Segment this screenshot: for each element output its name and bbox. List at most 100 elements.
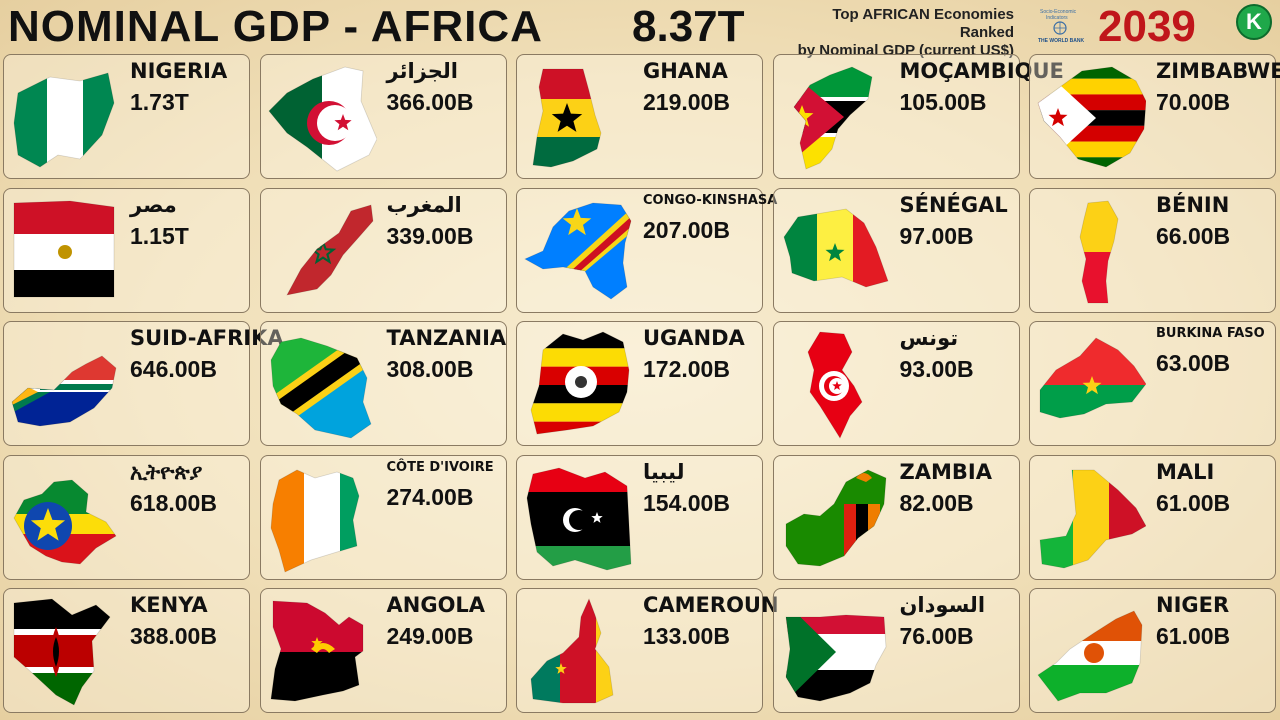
- country-card: ZIMBABWE 70.00B: [1029, 54, 1280, 179]
- country-name: ZIMBABWE: [1156, 59, 1280, 83]
- gdp-value: 93.00B: [899, 356, 974, 382]
- dr-congo-flag-map-icon: [524, 202, 632, 299]
- gdp-value: 97.00B: [899, 222, 974, 249]
- gdp-value: 618.00B: [130, 489, 217, 516]
- cameroon-flag-map-icon: [530, 597, 614, 704]
- country-name: ኢትዮጵያ: [130, 459, 203, 484]
- country-card: ليبيا 154.00B: [516, 454, 763, 580]
- chart-subtitle: Top AFRICAN Economies Ranked by Nominal …: [790, 6, 1014, 60]
- gdp-value: 172.00B: [643, 356, 730, 382]
- angola-flag-map-icon: [270, 600, 363, 702]
- country-name: CÔTE D'IVOIRE: [386, 459, 494, 475]
- gdp-value: 63.00B: [1156, 350, 1231, 376]
- country-card: CAMEROUN 133.00B: [516, 588, 779, 713]
- country-name: SÉNÉGAL: [899, 192, 1008, 217]
- source-logo-line-1: Socio-Economic: [1040, 9, 1077, 15]
- country-card: BÉNIN 66.00B: [1029, 187, 1276, 313]
- country-name: UGANDA: [643, 326, 745, 350]
- zimbabwe-flag-map-icon: [1037, 66, 1146, 168]
- gdp-value: 249.00B: [386, 623, 474, 649]
- country-name: CONGO-KINSHASA: [643, 192, 778, 208]
- benin-flag-map-icon: [1079, 200, 1119, 303]
- country-card: CONGO-KINSHASA 207.00B: [516, 187, 778, 313]
- gdp-value: 70.00B: [1156, 89, 1231, 115]
- country-card: المغرب 339.00B: [259, 187, 507, 313]
- country-card: ANGOLA 249.00B: [259, 588, 507, 713]
- gdp-value: 308.00B: [386, 356, 474, 382]
- sudan-flag-map-icon: [785, 614, 886, 702]
- country-card: UGANDA 172.00B: [516, 321, 763, 446]
- country-name: تونس: [899, 326, 959, 350]
- cote-divoire-flag-map-icon: [270, 469, 359, 573]
- year-label: 2039: [1098, 2, 1196, 51]
- country-card: BURKINA FASO 63.00B: [1029, 321, 1276, 446]
- south-africa-flag-map-icon: [11, 355, 117, 427]
- country-card: السودان 76.00B: [772, 588, 1020, 713]
- gdp-value: 646.00B: [130, 356, 217, 382]
- libya-flag-map-icon: [526, 467, 632, 570]
- channel-logo-icon: K: [1236, 4, 1272, 40]
- gdp-value: 274.00B: [386, 483, 474, 510]
- country-name: ANGOLA: [386, 593, 486, 617]
- gdp-value: 105.00B: [899, 89, 987, 115]
- country-card: SÉNÉGAL 97.00B: [772, 187, 1020, 313]
- ethiopia-flag-map-icon: [13, 479, 117, 564]
- tanzania-flag-map-icon: [270, 337, 371, 439]
- source-logo-line-2: Indicators: [1046, 15, 1068, 21]
- country-name: BURKINA FASO: [1156, 326, 1265, 341]
- tunisia-flag-map-icon: [807, 331, 862, 439]
- gdp-value: 388.00B: [130, 623, 217, 649]
- country-card: MALI 61.00B: [1029, 454, 1276, 580]
- country-name: مصر: [130, 192, 177, 217]
- country-name: CAMEROUN: [643, 593, 779, 617]
- country-card: ኢትዮጵያ 618.00B: [3, 454, 250, 580]
- gdp-value: 219.00B: [643, 89, 730, 115]
- country-name: MOÇAMBIQUE: [899, 59, 1064, 83]
- burkina-faso-flag-map-icon: [1039, 337, 1146, 419]
- niger-flag-map-icon: [1037, 610, 1143, 702]
- country-card: NIGERIA 1.73T: [3, 54, 250, 179]
- gdp-value: 154.00B: [643, 489, 730, 516]
- header: NOMINAL GDP - AFRICA 8.37T Top AFRICAN E…: [0, 0, 1280, 59]
- country-card: مصر 1.15T: [3, 187, 250, 313]
- gdp-value: 66.00B: [1156, 222, 1231, 249]
- nigeria-flag-map-icon: [13, 72, 115, 168]
- country-name: الجزائر: [386, 59, 458, 83]
- mozambique-flag-map-icon: [792, 66, 872, 170]
- gdp-value: 1.73T: [130, 89, 189, 115]
- country-card: KENYA 388.00B: [3, 588, 250, 713]
- country-card: TANZANIA 308.00B: [259, 321, 507, 446]
- country-name: GHANA: [643, 59, 728, 83]
- country-name: المغرب: [386, 192, 462, 217]
- country-name: السودان: [899, 593, 986, 617]
- chart-title: NOMINAL GDP - AFRICA: [8, 2, 543, 51]
- gdp-value: 133.00B: [643, 623, 730, 649]
- country-card: الجزائر 366.00B: [259, 54, 507, 179]
- gdp-value: 339.00B: [386, 222, 474, 249]
- ghana-flag-map-icon: [532, 68, 602, 168]
- gdp-value: 61.00B: [1156, 489, 1231, 516]
- gdp-value: 76.00B: [899, 623, 974, 649]
- mali-flag-map-icon: [1039, 469, 1146, 568]
- senegal-flag-map-icon: [783, 208, 889, 287]
- country-name: MALI: [1156, 459, 1215, 484]
- country-name: ZAMBIA: [899, 459, 992, 484]
- country-card: تونس 93.00B: [772, 321, 1020, 446]
- source-logo-line-3: THE WORLD BANK: [1038, 38, 1084, 44]
- morocco-flag-map-icon: [285, 203, 373, 296]
- country-name: NIGERIA: [130, 59, 228, 83]
- world-bank-logo: Socio-Economic Indicators THE WORLD BANK: [1038, 9, 1084, 44]
- country-card: NIGER 61.00B: [1029, 588, 1276, 713]
- subtitle-line-1: Top AFRICAN Economies Ranked: [832, 6, 1014, 41]
- country-name: KENYA: [130, 593, 208, 617]
- gdp-value: 366.00B: [386, 89, 474, 115]
- zambia-flag-map-icon: [785, 469, 886, 566]
- country-grid: NIGERIA 1.73T مصر 1.15T SUID-AFRIKA 646.00B ኢት…: [3, 54, 1280, 716]
- algeria-flag-map-icon: [267, 66, 377, 172]
- egypt-flag-map-icon: [13, 200, 115, 297]
- country-card: ZAMBIA 82.00B: [772, 454, 1020, 580]
- country-card: GHANA 219.00B: [516, 54, 763, 179]
- gdp-value: 207.00B: [643, 216, 730, 243]
- total-gdp: 8.37T: [632, 2, 745, 51]
- uganda-flag-map-icon: [530, 331, 630, 435]
